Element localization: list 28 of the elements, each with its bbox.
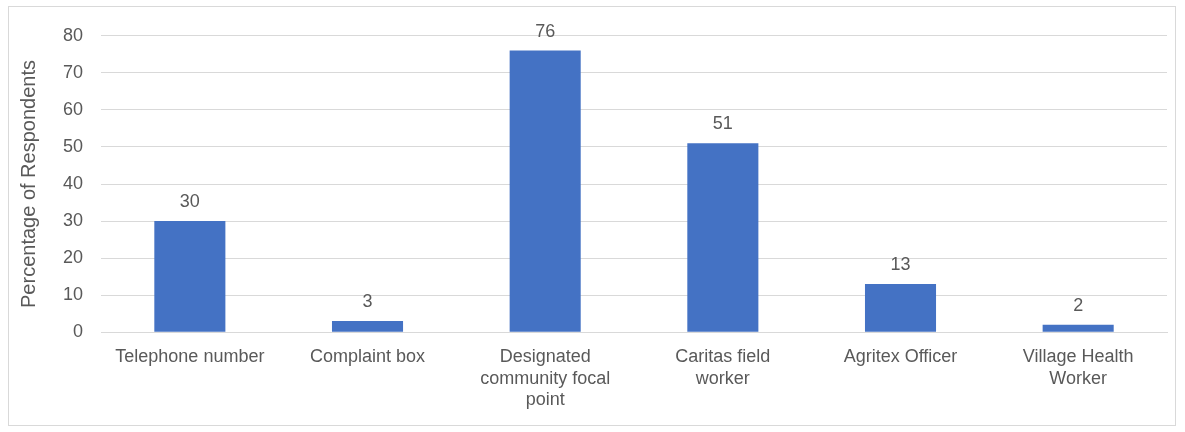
y-tick-label: 20: [62, 247, 84, 268]
data-label: 3: [362, 291, 373, 312]
x-tick-label: Designated community focal point: [480, 345, 611, 410]
x-tick-label: Complaint box: [309, 345, 426, 366]
y-tick-label: 0: [73, 321, 84, 342]
x-tick-label: Telephone number: [115, 345, 265, 366]
y-tick-label: 60: [62, 98, 84, 119]
y-tick-label: 70: [62, 61, 84, 82]
bar: [154, 221, 226, 332]
data-label: 13: [890, 254, 911, 274]
x-tick-label: Agritex Officer: [843, 345, 958, 366]
y-tick-label: 40: [62, 172, 84, 193]
y-tick-label: 50: [62, 135, 84, 156]
bar: [687, 143, 759, 332]
bar: [331, 321, 404, 332]
x-tick-label: Caritas field worker: [675, 345, 771, 388]
bar: [509, 50, 581, 332]
x-tick-label: Village Health Worker: [1022, 345, 1134, 388]
y-axis-title: Percentage of Respondents: [16, 60, 39, 308]
data-label: 2: [1073, 294, 1084, 315]
bar: [1042, 324, 1114, 332]
data-label: 51: [712, 113, 733, 134]
y-tick-label: 80: [62, 24, 84, 45]
data-label: 76: [535, 20, 556, 41]
bar: [864, 284, 937, 332]
y-tick-label: 30: [62, 210, 84, 231]
data-label: 30: [179, 191, 200, 212]
y-tick-label: 10: [62, 284, 84, 305]
